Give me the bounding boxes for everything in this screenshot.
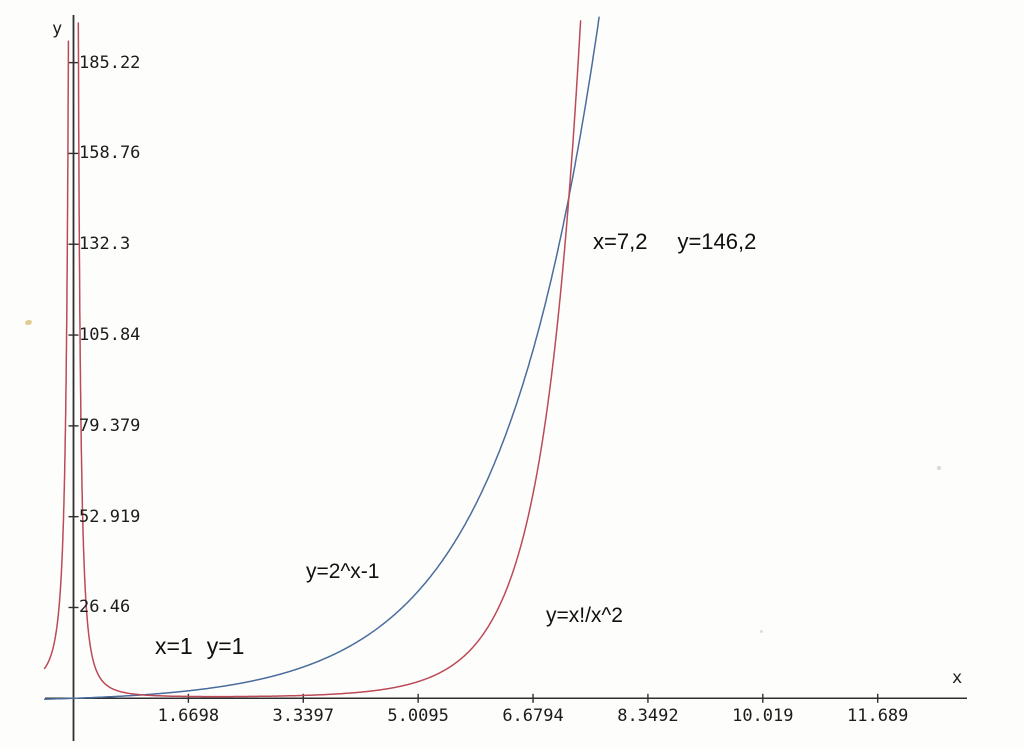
x-tick-label: 6.6794 <box>502 706 564 726</box>
x-tick-label: 1.6698 <box>157 706 220 726</box>
x-tick-label: 3.3397 <box>272 706 334 726</box>
y-tick-label: 52.919 <box>79 506 141 527</box>
y-axis-label: y <box>52 19 63 39</box>
y-tick-label: 26.46 <box>79 597 131 618</box>
x-tick-label: 8.3492 <box>617 706 679 726</box>
scan-speck <box>760 630 763 633</box>
x-axis-label: x <box>952 668 963 688</box>
x-tick-label: 10.019 <box>732 706 794 726</box>
x-tick-label: 11.689 <box>846 706 909 726</box>
y-tick-label: 79.379 <box>79 415 141 436</box>
y-tick-label: 158.76 <box>79 143 141 164</box>
x-tick-label: 5.0095 <box>387 706 449 726</box>
annotation-upper-x: x=7,2 <box>593 229 648 254</box>
curve-factorial-over-xsq-right <box>77 20 582 698</box>
scan-speck <box>937 466 941 470</box>
annotation-upper-y: y=146,2 <box>677 229 757 254</box>
annotation-red-curve-equation: y=x!/x^2 <box>546 604 623 627</box>
y-tick-label: 132.3 <box>79 234 131 255</box>
annotation-blue-curve-equation: y=2^x-1 <box>306 560 380 583</box>
y-tick-label: 105.84 <box>79 325 141 346</box>
y-tick-label: 185.22 <box>79 52 141 73</box>
annotation-lower-y: y=1 <box>206 633 245 659</box>
curve-factorial-over-xsq-left <box>43 40 70 670</box>
curve-2powx-minus-1 <box>43 16 600 700</box>
annotation-upper-intersection: x=7,2 y=146,2 <box>593 229 756 255</box>
annotation-lower-x: x=1 <box>155 633 193 659</box>
annotation-lower-intersection: x=1 y=1 <box>155 633 244 660</box>
